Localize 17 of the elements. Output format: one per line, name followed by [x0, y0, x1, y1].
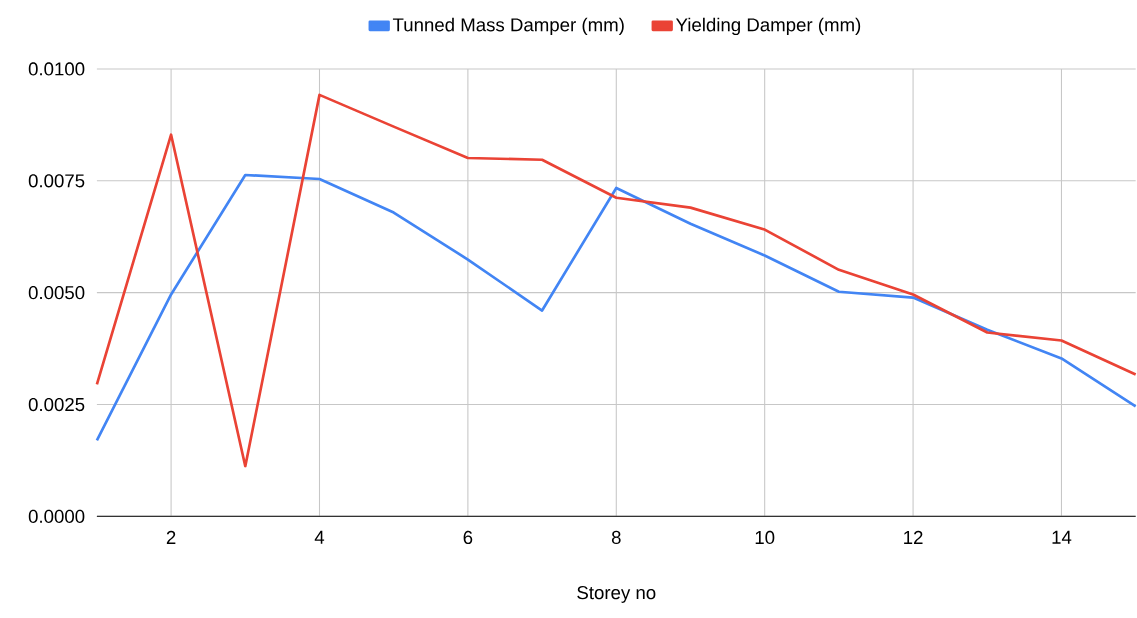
y-tick-label: 0.0100 [28, 62, 85, 76]
y-tick-label: 0.0000 [28, 509, 85, 523]
y-tick-label: 0.0075 [28, 174, 85, 188]
x-tick-label: 12 [904, 530, 923, 544]
legend-label: Tunned Mass Damper (mm) [392, 17, 624, 35]
x-tick-label: 6 [463, 530, 473, 544]
line-series [95, 173, 1137, 442]
x-tick-label: 2 [166, 530, 176, 544]
x-tick-label: 14 [1052, 530, 1072, 544]
x-tick-label: 8 [611, 530, 621, 544]
x-tick-label: 10 [755, 530, 775, 544]
y-tick-label: 0.0050 [28, 285, 85, 300]
y-tick-label: 0.0025 [28, 397, 85, 411]
legend-label: Yielding Damper (mm) [675, 17, 861, 35]
x-tick-label: 4 [314, 530, 325, 544]
x-axis-title: Storey no [577, 585, 656, 603]
line-series [95, 93, 1137, 468]
